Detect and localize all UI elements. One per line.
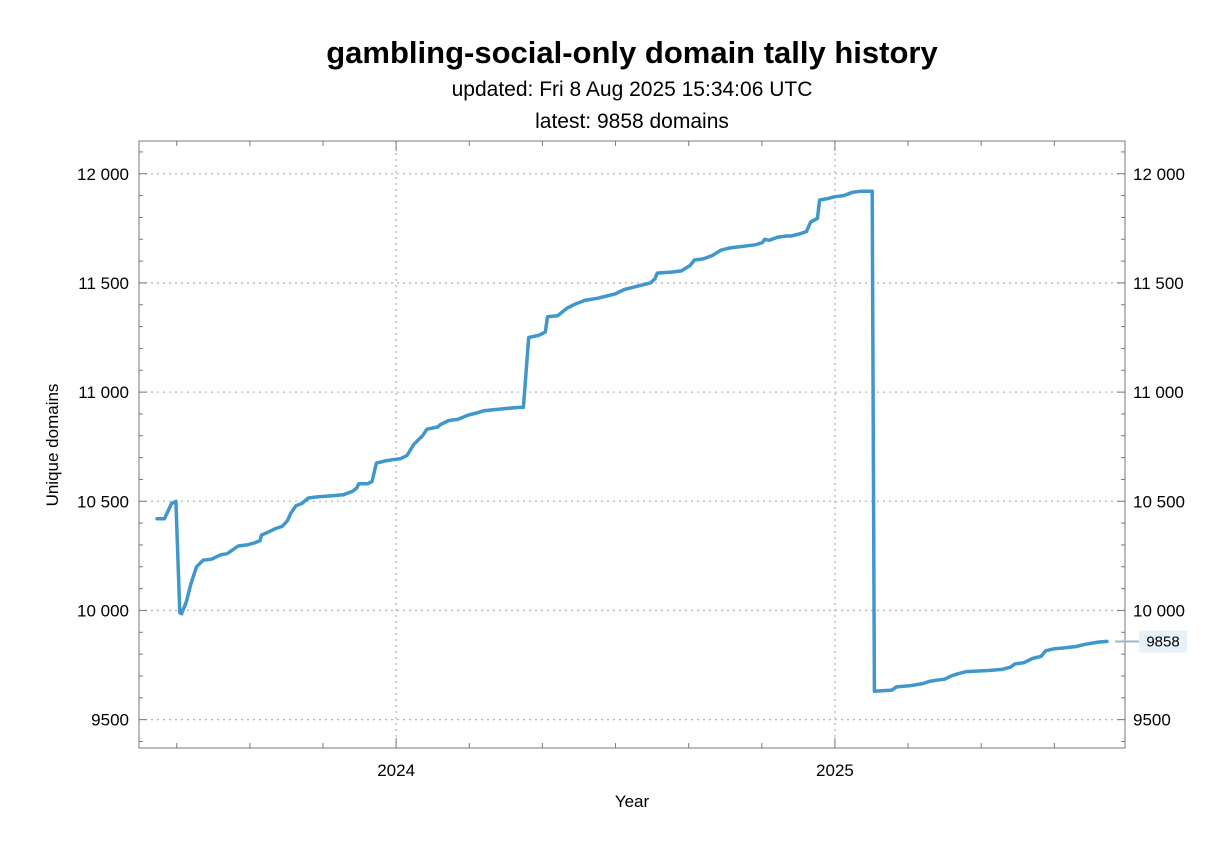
chart-subtitle-latest: latest: 9858 domains — [535, 110, 729, 133]
plot-frame — [138, 140, 1126, 749]
y-tick-label-left: 12 000 — [77, 165, 129, 184]
callout-box — [1139, 630, 1187, 653]
tick-labels: 9500 9500 10 000 10 000 10 500 10 500 11 000 11… — [77, 165, 1185, 780]
y-tick-label-left: 10 000 — [77, 601, 129, 620]
chart-subtitle-updated: updated: Fri 8 Aug 2025 15:34:06 UTC — [452, 78, 813, 101]
callout-label: 9858 — [1146, 633, 1179, 650]
x-tick-label: 2025 — [816, 761, 854, 780]
y-tick-label-right: 11 500 — [1133, 274, 1184, 293]
series-line — [155, 189, 1109, 693]
y-tick-label-right: 11 000 — [1133, 383, 1184, 402]
x-axis-label: Year — [615, 792, 650, 811]
tick-marks — [139, 141, 1125, 748]
y-tick-label-right: 10 000 — [1133, 601, 1185, 620]
chart-title: gambling-social-only domain tally histor… — [326, 35, 938, 70]
latest-value-callout: 9858 — [1115, 630, 1187, 653]
x-tick-label: 2024 — [377, 761, 415, 780]
y-axis-label: Unique domains — [43, 384, 62, 507]
y-tick-label-right: 12 000 — [1133, 165, 1185, 184]
y-tick-label-right: 10 500 — [1133, 492, 1185, 511]
y-tick-label-left: 11 500 — [78, 274, 129, 293]
y-tick-label-left: 10 500 — [77, 492, 129, 511]
y-tick-label-left: 11 000 — [78, 383, 129, 402]
gridlines — [139, 141, 1125, 748]
y-tick-label-left: 9500 — [91, 711, 129, 730]
y-tick-label-right: 9500 — [1133, 711, 1171, 730]
